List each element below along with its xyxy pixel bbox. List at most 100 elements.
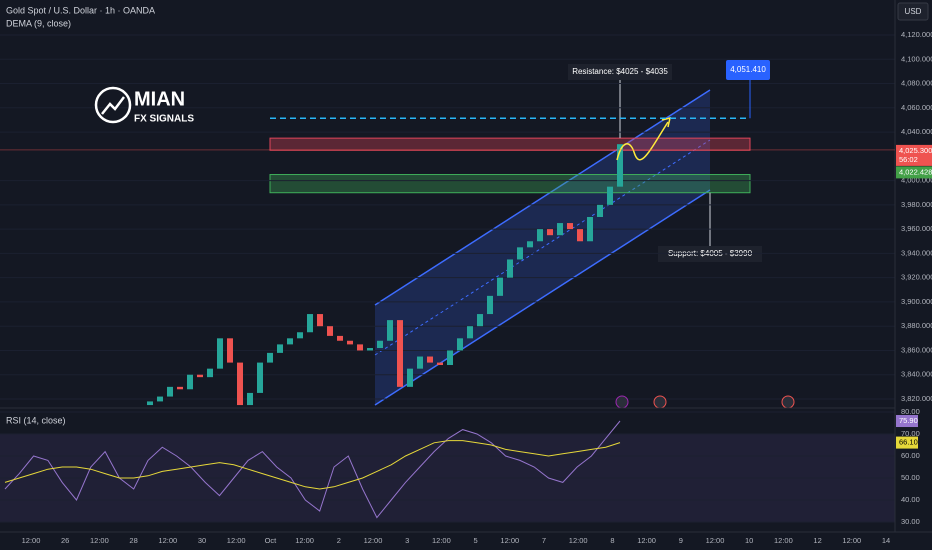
- candles: [147, 144, 623, 406]
- x-tick-label: 8: [610, 536, 614, 545]
- candle: [527, 241, 533, 248]
- rsi-line: [4, 440, 621, 490]
- candle: [177, 386, 183, 390]
- candle: [257, 362, 263, 393]
- logo-subtitle: FX SIGNALS: [134, 114, 194, 125]
- last-price-label: 4,025.300: [899, 146, 932, 155]
- x-tick-label: 28: [129, 536, 137, 545]
- x-tick-label: 12:00: [569, 536, 588, 545]
- event-icon[interactable]: [615, 395, 629, 409]
- candle: [477, 314, 483, 327]
- countdown: 56:02: [899, 155, 918, 164]
- rsi-tick-label: 40.00: [901, 495, 920, 504]
- channel-mid: [374, 139, 711, 356]
- target-box: [726, 60, 770, 80]
- candle: [457, 338, 463, 351]
- x-tick-label: 12: [813, 536, 821, 545]
- candle: [407, 368, 413, 387]
- candle: [607, 186, 613, 205]
- candle: [557, 223, 563, 236]
- x-tick-label: 10: [745, 536, 753, 545]
- candle: [547, 229, 553, 236]
- candle: [277, 344, 283, 353]
- candle: [447, 350, 453, 366]
- logo-name: MIAN: [134, 88, 185, 110]
- currency[interactable]: USD: [905, 7, 922, 16]
- candle: [617, 144, 623, 187]
- candle: [287, 338, 293, 345]
- x-tick-label: 7: [542, 536, 546, 545]
- candle: [487, 295, 493, 315]
- candle: [497, 277, 503, 296]
- candle: [327, 326, 333, 336]
- x-tick-label: 12:00: [227, 536, 246, 545]
- logo-arrow: [101, 96, 125, 115]
- y-tick-label: 3,880.000: [901, 321, 932, 330]
- y-tick-label: 3,820.000: [901, 394, 932, 403]
- x-tick-label: 12:00: [432, 536, 451, 545]
- x-tick-label: 2: [337, 536, 341, 545]
- x-tick-label: Oct: [265, 536, 278, 545]
- candle: [347, 340, 353, 345]
- candle: [357, 344, 363, 351]
- candle: [597, 204, 603, 217]
- candle: [517, 247, 523, 260]
- candle: [297, 332, 303, 339]
- rsi-tick-label: 70.00: [901, 429, 920, 438]
- zone-label: Resistance: $4025 - $4035: [572, 67, 668, 76]
- grid: [0, 34, 895, 400]
- candle: [217, 338, 223, 369]
- rsi-label: RSI (14, close): [6, 415, 66, 425]
- x-tick-label: 26: [61, 536, 69, 545]
- candle: [567, 223, 573, 230]
- candle: [587, 216, 593, 242]
- x-tick-label: 12:00: [706, 536, 725, 545]
- event-icon[interactable]: [653, 395, 667, 409]
- y-tick-label: 3,960.000: [901, 224, 932, 233]
- y-tick-label: 4,120.000: [901, 30, 932, 39]
- candle: [367, 348, 373, 351]
- x-tick-label: 12:00: [158, 536, 177, 545]
- candle: [317, 314, 323, 327]
- candle: [207, 368, 213, 378]
- rsi-tick-label: 50.00: [901, 473, 920, 482]
- y-tick-label: 4,000.000: [901, 176, 932, 185]
- candle: [507, 259, 513, 278]
- last-price-tag: [896, 144, 932, 166]
- rsi-line: [4, 420, 621, 519]
- logo-ring: [94, 86, 132, 124]
- rsi-tag-label: 75.90: [899, 416, 918, 425]
- candle: [427, 356, 433, 363]
- target-label: 4,051.410: [730, 65, 766, 74]
- candle: [397, 320, 403, 387]
- candle: [197, 374, 203, 378]
- candle: [267, 352, 273, 363]
- currency-button[interactable]: [897, 2, 929, 21]
- event-icon[interactable]: [781, 395, 795, 409]
- rsi-pane: 80.00 70.00 60.00 50.00 40.00 30.00 75.90 66.10: [0, 407, 920, 526]
- label-box: [568, 64, 672, 80]
- rsi-tag-label: 66.10: [899, 438, 918, 447]
- y-tick-label: 4,040.000: [901, 127, 932, 136]
- x-tick-label: 12:00: [842, 536, 861, 545]
- y-tick-label: 3,860.000: [901, 345, 932, 354]
- candle: [387, 320, 393, 341]
- dema-label: 4,022.428: [899, 167, 932, 176]
- rsi-tick-label: 60.00: [901, 451, 920, 460]
- x-tick-label: 5: [474, 536, 478, 545]
- zone: [269, 174, 751, 194]
- symbol-title: Gold Spot / U.S. Dollar · 1h · OANDA: [6, 5, 155, 15]
- x-tick-label: 12:00: [22, 536, 41, 545]
- zone: [269, 137, 751, 151]
- channel-lower: [374, 189, 711, 406]
- x-tick-label: 12:00: [364, 536, 383, 545]
- axes: 3,820.000 3,840.000 3,860.000 3,880.000 3,90…: [22, 30, 932, 545]
- candle: [167, 386, 173, 397]
- y-tick-label: 3,920.000: [901, 273, 932, 282]
- x-tick-label: 3: [405, 536, 409, 545]
- rsi-tick-label: 80.00: [901, 407, 920, 416]
